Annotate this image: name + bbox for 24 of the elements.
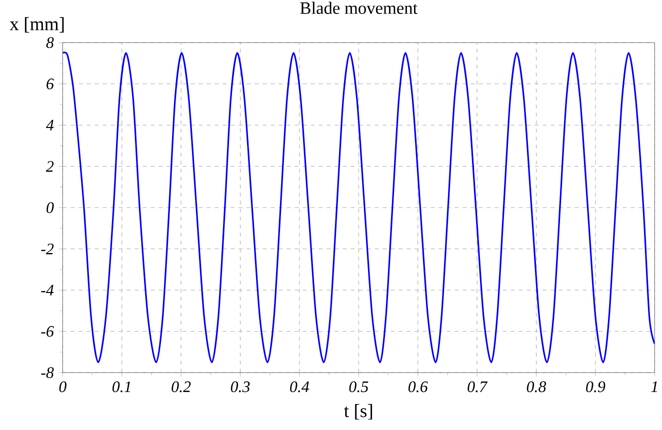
x-tick-label: 0.2 [172,381,191,392]
chart-title: Blade movement [300,2,418,14]
x-tick-label: 0.3 [230,381,250,392]
y-tick-label: -2 [41,244,54,254]
y-tick-label: 8 [46,37,54,48]
x-tick-label: 0.1 [112,381,130,392]
line-series [62,52,655,364]
y-tick-label: -8 [41,367,54,378]
y-tick-label: 6 [46,78,54,90]
x-tick-label: 0.6 [408,381,428,392]
y-tick-label: 2 [46,161,54,172]
x-tick-label: 0.5 [349,381,368,392]
x-tick-label: 0.9 [586,381,606,392]
y-tick-label: 0 [46,202,54,214]
y-tick-label: 4 [46,120,54,130]
x-tick-label: 0.4 [290,381,310,392]
y-tick-label: -6 [41,326,54,337]
x-tick-label: 0 [59,381,66,392]
x-tick-label: 0.7 [468,381,488,392]
x-tick-label: 0.8 [526,381,546,392]
y-tick-label: -4 [41,284,54,296]
x-tick-label: 1 [651,381,657,392]
x-axis-title: t [s] [344,404,372,420]
y-axis-title: x [mm] [10,17,64,33]
